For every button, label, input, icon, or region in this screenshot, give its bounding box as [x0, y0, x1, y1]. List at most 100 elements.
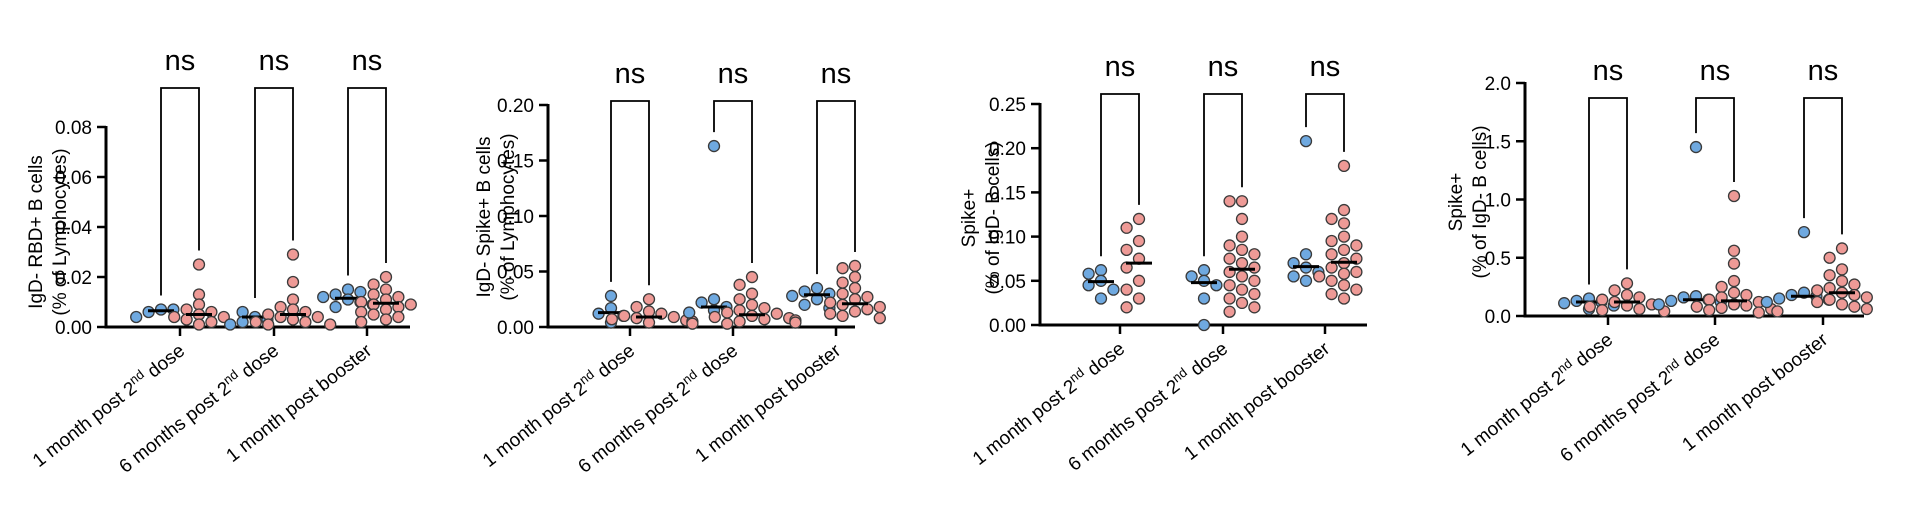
data-point-group-b — [1337, 217, 1351, 230]
data-point-group-b — [1771, 305, 1784, 318]
data-point-group-b — [1620, 288, 1634, 302]
data-point-group-b — [1132, 212, 1146, 226]
data-point-group-a — [1197, 264, 1211, 277]
data-point-group-b — [1235, 256, 1249, 270]
y-tick-label: 0.05 — [989, 272, 1026, 293]
data-point-group-b — [168, 310, 181, 324]
data-point-group-b — [1132, 292, 1146, 305]
data-point-group-a — [1185, 270, 1198, 283]
y-tick-label: 1.0 — [1485, 191, 1511, 212]
significance-label: ns — [1105, 51, 1136, 83]
data-point-group-b — [1248, 274, 1261, 287]
data-point-group-b — [873, 311, 886, 325]
data-point-group-b — [1120, 283, 1133, 296]
data-point-group-a — [1197, 292, 1211, 305]
data-point-group-b — [1235, 296, 1249, 310]
data-point-group-b — [379, 270, 393, 284]
y-tick-label: 0.15 — [497, 152, 534, 173]
data-point-group-b — [286, 248, 300, 261]
data-point-group-b — [861, 290, 874, 304]
data-point-group-b — [1337, 159, 1351, 173]
data-point-group-b — [836, 262, 849, 275]
data-point-group-b — [1703, 293, 1716, 306]
data-point-group-b — [1703, 304, 1716, 317]
data-point-group-b — [1120, 301, 1133, 314]
data-point-group-b — [789, 316, 802, 329]
significance-bracket — [816, 100, 856, 275]
data-point-group-a — [1094, 292, 1108, 305]
data-point-group-a — [1558, 297, 1571, 310]
data-point-group-b — [1350, 283, 1363, 296]
data-point-group-b — [192, 258, 206, 271]
y-tick-label: 0.04 — [55, 218, 92, 239]
data-point-group-a — [1760, 295, 1773, 309]
significance-label: ns — [1208, 51, 1239, 83]
data-point-group-b — [824, 296, 837, 309]
x-category-text: 6 months post 2 — [575, 378, 694, 478]
data-point-group-a — [1797, 225, 1811, 239]
data-point-group-b — [1337, 230, 1351, 243]
data-point-group-b — [630, 300, 643, 314]
data-point-group-b — [192, 318, 206, 331]
data-point-group-b — [733, 293, 746, 306]
data-point-group-b — [1727, 257, 1741, 270]
significance-bracket — [1100, 93, 1140, 257]
data-point-group-b — [1715, 280, 1728, 294]
x-category-label: 6 months post 2nd dose — [1063, 336, 1232, 476]
significance-bracket — [610, 100, 650, 286]
significance-label: ns — [259, 45, 290, 77]
data-point-group-b — [1325, 248, 1338, 261]
y-axis-label-line: (% of IgD- B cells) — [983, 141, 1004, 294]
data-point-group-b — [1223, 252, 1236, 265]
x-category-text: 6 months post 2 — [1065, 376, 1184, 476]
data-point-group-b — [1608, 284, 1621, 297]
data-point-group-b — [848, 281, 862, 295]
data-point-group-a — [1107, 283, 1120, 296]
data-point-group-b — [1223, 279, 1236, 292]
data-point-group-b — [286, 275, 300, 289]
y-tick-label: 0.08 — [55, 118, 92, 139]
data-point-group-b — [848, 259, 862, 273]
data-point-group-b — [770, 307, 783, 320]
data-point-group-b — [848, 270, 862, 284]
data-point-group-a — [604, 289, 618, 303]
significance-label: ns — [165, 45, 196, 77]
y-axis-label: Spike+ (% of IgD- B cells) — [959, 141, 1004, 294]
data-point-group-b — [836, 287, 849, 300]
data-point-group-a — [1197, 274, 1211, 287]
data-point-group-b — [1120, 221, 1133, 234]
data-point-group-b — [1132, 274, 1146, 287]
x-category-text: dose — [590, 340, 640, 385]
y-axis-label-line: Spike+ — [1446, 173, 1467, 232]
y-axis-label-line: (% of Lymphocytes) — [498, 133, 519, 300]
data-point-group-a — [1197, 318, 1211, 332]
data-point-group-b — [262, 318, 275, 331]
y-tick-label: 0.20 — [497, 96, 534, 117]
data-point-group-b — [299, 315, 312, 329]
x-category-text: dose — [1568, 329, 1618, 374]
chart-1: 0.00 0.02 0.04 0.06 0.08 IgD- RBD+ B cells (% … — [26, 45, 417, 478]
significance-label: ns — [1700, 55, 1731, 87]
data-point-group-a — [354, 285, 367, 299]
data-point-group-b — [873, 300, 886, 314]
data-point-group-a — [786, 289, 799, 303]
x-category-text: 6 months post 2 — [1557, 367, 1676, 467]
significance-bracket — [713, 100, 753, 264]
data-point-group-b — [1248, 261, 1261, 274]
data-point-group-a — [1677, 291, 1690, 304]
x-category-text: dose — [693, 340, 743, 385]
data-point-group-b — [1235, 195, 1249, 208]
significance-bracket — [1803, 97, 1843, 235]
data-point-group-b — [1223, 239, 1236, 252]
data-point-group-b — [355, 315, 368, 329]
y-axis-label-line: Spike+ — [959, 189, 980, 248]
data-point-group-b — [1337, 267, 1351, 280]
data-point-group-b — [1235, 212, 1249, 226]
chart-3: 0.00 0.05 0.10 0.15 0.20 0.25 Spike+ (% of IgD-… — [959, 51, 1367, 476]
significance-label: ns — [615, 58, 646, 90]
data-point-group-b — [1835, 242, 1849, 255]
data-point-group-b — [745, 270, 759, 284]
data-point-group-a — [1299, 248, 1313, 261]
